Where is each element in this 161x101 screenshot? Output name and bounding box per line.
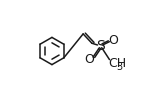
Text: 3: 3 xyxy=(116,62,122,72)
Text: S: S xyxy=(96,39,105,53)
Text: O: O xyxy=(109,34,118,47)
Text: CH: CH xyxy=(108,57,126,70)
Text: O: O xyxy=(84,53,94,66)
